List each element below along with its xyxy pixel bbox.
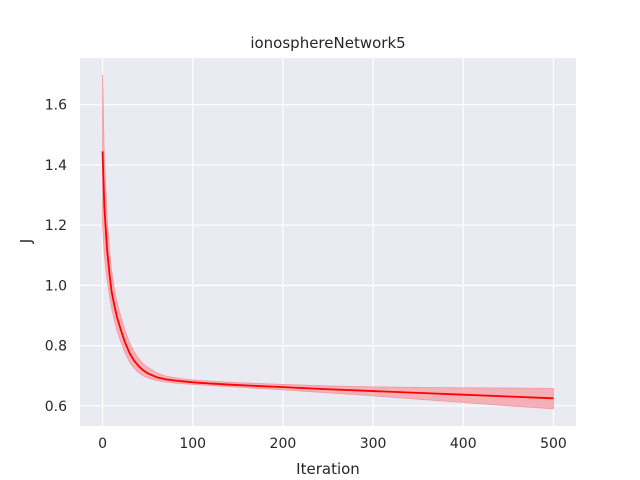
series-lines (101, 151, 554, 400)
y-tick-label: 1.2 (45, 218, 67, 234)
y-tick-label: 1.6 (45, 98, 67, 114)
y-tick-label: 1.4 (45, 158, 67, 174)
y-tick-label: 0.8 (45, 339, 67, 355)
x-tick-label: 100 (179, 436, 206, 452)
x-tick-label: 200 (270, 436, 297, 452)
x-axis-label: Iteration (296, 460, 360, 478)
x-tick-label: 0 (98, 436, 107, 452)
confidence-band (102, 74, 554, 410)
x-tick-label: 300 (360, 436, 387, 452)
x-tick-labels: 0 100 200 300 400 500 (98, 436, 567, 452)
chart-title: ionosphereNetwork5 (250, 34, 405, 52)
y-tick-label: 0.6 (45, 399, 67, 415)
y-tick-labels: 0.6 0.8 1.0 1.2 1.4 1.6 (45, 98, 67, 415)
x-tick-label: 400 (450, 436, 477, 452)
plot-area (80, 58, 576, 426)
series-band (102, 74, 554, 410)
y-axis-label: J (17, 239, 35, 244)
grid-lines (80, 58, 576, 426)
series-line (101, 151, 554, 400)
x-tick-label: 500 (540, 436, 567, 452)
y-tick-label: 1.0 (45, 278, 67, 294)
